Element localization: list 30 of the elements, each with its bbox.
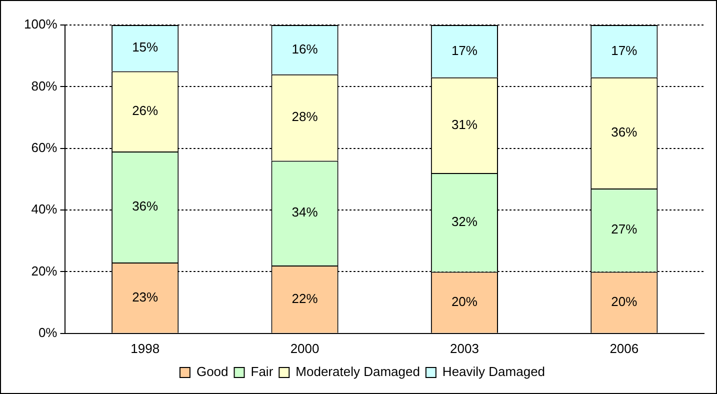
- data-label: 26%: [132, 102, 159, 118]
- x-tick-label: 2000: [290, 340, 320, 356]
- data-label: 20%: [451, 294, 478, 309]
- data-label: 28%: [292, 109, 318, 124]
- data-label: 36%: [611, 124, 638, 140]
- x-tick-label: 1998: [130, 340, 160, 356]
- y-tick-label: 20%: [31, 263, 58, 278]
- legend-label: Moderately Damaged: [296, 364, 420, 380]
- y-tick-label: 100%: [24, 16, 58, 32]
- x-tick-label: 2006: [610, 340, 639, 356]
- data-label: 22%: [292, 290, 318, 306]
- data-label: 16%: [292, 41, 318, 56]
- legend-label: Good: [196, 364, 228, 380]
- data-label: 17%: [611, 42, 638, 58]
- y-tick-label: 40%: [31, 202, 58, 217]
- data-label: 31%: [451, 116, 478, 132]
- y-tick-label: 0%: [38, 324, 58, 340]
- data-label: 15%: [132, 40, 159, 55]
- data-label: 36%: [132, 198, 159, 214]
- data-label: 34%: [292, 204, 318, 220]
- y-tick-label: 80%: [31, 78, 58, 94]
- data-label: 27%: [611, 222, 638, 237]
- data-label: 23%: [132, 289, 159, 304]
- data-label: 17%: [451, 42, 478, 58]
- y-tick-label: 60%: [31, 140, 58, 155]
- legend-label: Fair: [250, 364, 274, 380]
- legend-label: Heavily Damaged: [442, 364, 546, 380]
- data-label: 32%: [451, 214, 478, 229]
- data-label: 20%: [611, 294, 638, 309]
- x-tick-label: 2003: [450, 340, 479, 356]
